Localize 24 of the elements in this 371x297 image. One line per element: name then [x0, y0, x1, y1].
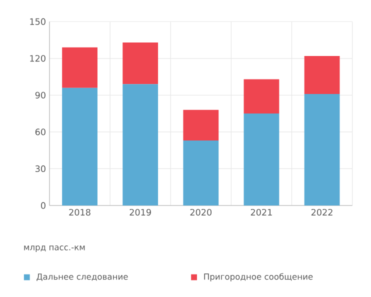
bar: [183, 140, 219, 206]
bar: [244, 79, 280, 114]
bar: [304, 94, 340, 206]
y-tick-label: 120: [30, 55, 46, 62]
y-axis-title: млрд пасс.-км: [24, 246, 85, 252]
bar: [304, 56, 340, 94]
y-tick-label: 60: [35, 128, 46, 136]
y-tick-label: 150: [30, 18, 46, 25]
legend-label: Пригородное сообщение: [204, 273, 313, 282]
x-tick-label: 2022: [311, 208, 332, 216]
x-tick-label: 2021: [250, 208, 272, 216]
x-tick-label: 2019: [130, 208, 151, 216]
bar: [62, 47, 98, 88]
y-tick-label: 30: [35, 165, 46, 172]
bar: [183, 110, 219, 141]
bar: [122, 84, 158, 206]
y-tick-label: 0: [41, 202, 46, 209]
legend-label: Дальнее следование: [36, 274, 128, 281]
y-tick-label: 90: [35, 92, 46, 99]
bar: [62, 88, 98, 206]
x-tick-label: 2018: [69, 208, 90, 216]
x-tick-label: 2020: [190, 208, 212, 216]
bar: [244, 114, 280, 206]
bar: [122, 42, 158, 84]
